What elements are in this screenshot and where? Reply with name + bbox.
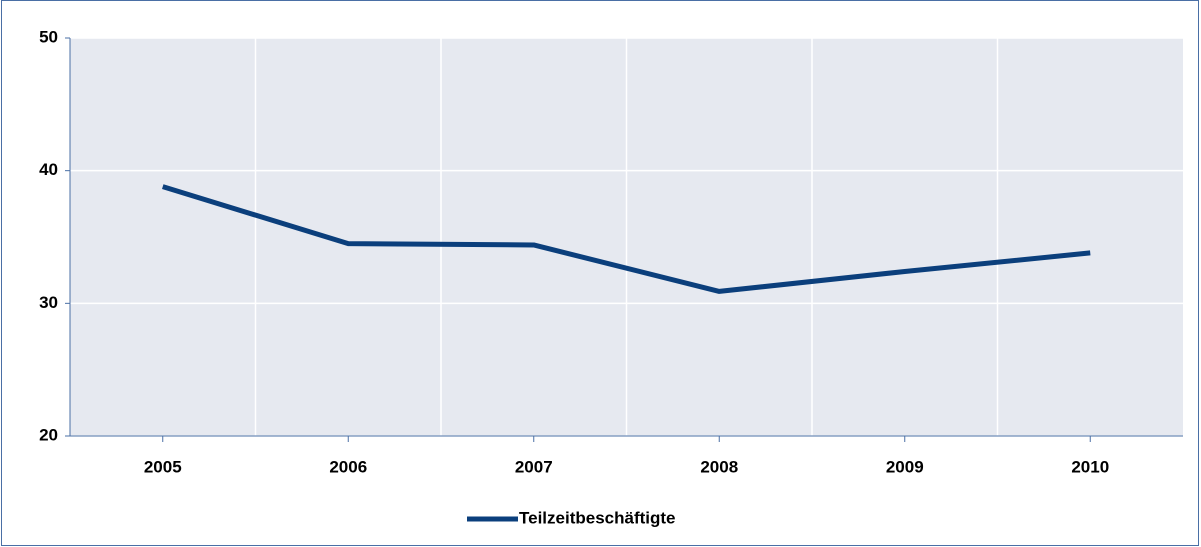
y-tick-label: 50: [39, 27, 58, 46]
y-tick-label: 30: [39, 293, 58, 312]
x-tick-label: 2007: [515, 457, 553, 476]
x-tick-label: 2008: [700, 457, 738, 476]
y-tick-label: 40: [39, 160, 58, 179]
line-series: [162, 184, 1091, 294]
x-tick-label: 2009: [886, 457, 924, 476]
y-tick-label: 20: [39, 425, 58, 444]
x-tick-label: 2005: [144, 457, 182, 476]
x-tick-label: 2006: [329, 457, 367, 476]
legend-label: Teilzeitbeschäftigte: [519, 508, 676, 527]
x-tick-label: 2010: [1071, 457, 1109, 476]
